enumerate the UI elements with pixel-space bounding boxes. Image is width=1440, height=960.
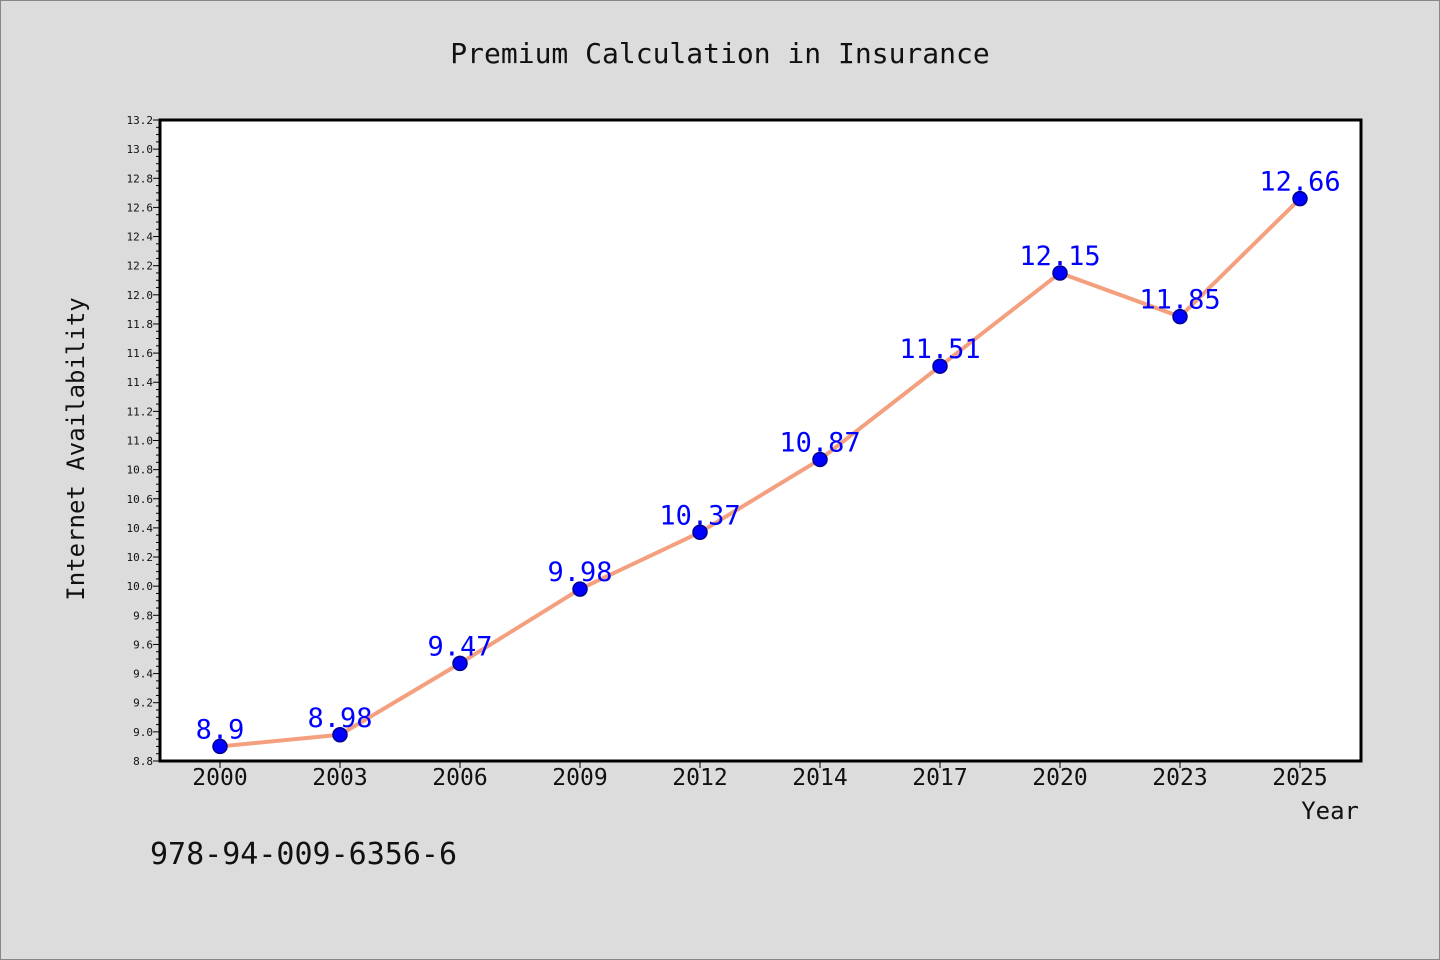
data-labels: 8.9 8.98 9.47 9.98 10.37 10.87 11.51 12.15 11.85… — [196, 167, 1341, 746]
data-point — [932, 358, 948, 374]
x-tick-label: 2017 — [912, 765, 967, 791]
data-point — [1052, 265, 1068, 281]
x-tick-label: 2000 — [192, 765, 247, 791]
x-axis: 2000 2003 2006 2009 2012 2014 2017 2020 2023 2025 — [192, 761, 1328, 791]
x-tick-label: 2006 — [432, 765, 487, 791]
data-label: 11.51 — [899, 334, 980, 365]
y-tick-label: 10.4 — [127, 522, 154, 535]
x-tick-label: 2012 — [672, 765, 727, 791]
y-tick-label: 8.8 — [133, 755, 153, 768]
data-point — [332, 727, 348, 743]
x-axis-label: Year — [1301, 797, 1359, 825]
x-tick-label: 2014 — [792, 765, 847, 791]
data-label: 9.98 — [547, 557, 612, 588]
plot-area — [158, 118, 1363, 763]
x-tick-label: 2023 — [1152, 765, 1207, 791]
data-label: 8.98 — [307, 703, 372, 734]
y-tick-label: 9.6 — [133, 638, 153, 651]
data-point — [452, 655, 468, 672]
y-tick-label: 10.6 — [127, 493, 154, 506]
y-tick-label: 9.0 — [133, 726, 153, 739]
data-label: 12.15 — [1019, 241, 1100, 272]
y-tick-label: 9.2 — [133, 697, 153, 710]
y-tick-label: 10.0 — [127, 580, 154, 593]
y-tick-label: 9.4 — [133, 668, 153, 681]
chart-title: Premium Calculation in Insurance — [450, 37, 989, 70]
y-tick-label: 9.8 — [133, 609, 153, 622]
data-point — [212, 738, 228, 755]
series-markers — [212, 190, 1308, 755]
data-label: 11.85 — [1139, 285, 1220, 316]
x-tick-label: 2025 — [1272, 765, 1327, 791]
x-tick-label: 2009 — [552, 765, 607, 791]
y-tick-label: 11.2 — [127, 405, 154, 418]
y-tick-label: 13.0 — [127, 143, 154, 156]
y-tick-label: 10.8 — [127, 464, 154, 477]
y-tick-label: 12.2 — [127, 260, 154, 273]
series-line — [219, 197, 1302, 749]
y-tick-label: 12.4 — [127, 231, 154, 244]
data-label: 8.9 — [196, 714, 245, 745]
y-tick-label: 12.6 — [127, 201, 154, 214]
x-tick-label: 2020 — [1032, 765, 1087, 791]
data-label: 10.37 — [659, 500, 740, 531]
x-tick-label: 2003 — [312, 765, 367, 791]
y-tick-label: 12.0 — [127, 289, 154, 302]
data-point — [812, 451, 828, 468]
data-point — [572, 581, 588, 597]
data-label: 10.87 — [779, 427, 860, 458]
data-label: 9.47 — [427, 631, 492, 662]
y-tick-label: 10.2 — [127, 551, 154, 564]
y-tick-label: 11.4 — [127, 376, 154, 389]
y-tick-label: 12.8 — [127, 172, 154, 185]
y-axis-label: Internet Availability — [62, 297, 90, 600]
y-axis: 8.8 9.0 9.2 9.4 9.6 9.8 10.0 10.2 10.4 10.6 10.8 11… — [127, 114, 160, 768]
y-tick-label: 11.0 — [127, 435, 154, 448]
data-point — [1172, 308, 1188, 325]
isbn-text: 978-94-009-6356-6 — [150, 837, 457, 872]
data-label: 12.66 — [1259, 167, 1340, 198]
y-tick-label: 13.2 — [127, 114, 154, 127]
y-tick-label: 11.6 — [127, 347, 154, 360]
y-tick-label: 11.8 — [127, 318, 154, 331]
data-point — [1292, 190, 1308, 207]
data-point — [692, 524, 708, 541]
